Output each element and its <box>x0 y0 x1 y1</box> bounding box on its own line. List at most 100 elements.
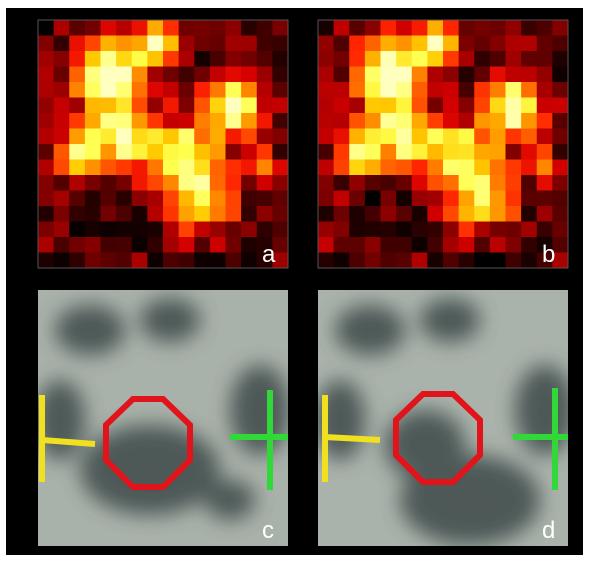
heat-cell <box>54 67 70 83</box>
heat-cell <box>490 191 506 207</box>
heat-cell <box>257 144 273 160</box>
heat-cell <box>116 20 132 36</box>
heat-cell <box>69 175 85 191</box>
heat-cell <box>427 20 443 36</box>
heatmap-panel <box>38 20 289 269</box>
heat-cell <box>38 175 54 191</box>
heat-cell <box>132 98 148 114</box>
heat-cell <box>241 206 257 222</box>
heat-cell <box>443 67 459 83</box>
heat-cell <box>116 98 132 114</box>
heat-cell <box>506 113 522 129</box>
heat-cell <box>490 253 506 269</box>
heat-cell <box>381 144 397 160</box>
heat-cell <box>85 20 101 36</box>
heat-cell <box>537 113 553 129</box>
heat-cell <box>443 82 459 98</box>
heat-cell <box>381 175 397 191</box>
heat-cell <box>537 36 553 52</box>
heat-cell <box>490 129 506 145</box>
heat-cell <box>365 51 381 67</box>
heat-cell <box>101 129 117 145</box>
heat-cell <box>427 51 443 67</box>
heat-cell <box>412 191 428 207</box>
heat-cell <box>334 129 350 145</box>
heat-cell <box>257 175 273 191</box>
heat-cell <box>179 36 195 52</box>
heat-cell <box>226 144 242 160</box>
heat-cell <box>412 129 428 145</box>
heat-cell <box>365 144 381 160</box>
heat-cell <box>101 51 117 67</box>
heat-cell <box>241 36 257 52</box>
heat-cell <box>194 20 210 36</box>
heat-cell <box>210 36 226 52</box>
heat-cell <box>69 253 85 269</box>
heat-cell <box>101 20 117 36</box>
heat-cell <box>38 253 54 269</box>
heat-cell <box>54 82 70 98</box>
heat-cell <box>459 51 475 67</box>
heat-cell <box>506 129 522 145</box>
heat-cell <box>241 98 257 114</box>
heat-cell <box>179 237 195 253</box>
heat-cell <box>132 160 148 176</box>
heat-cell <box>334 67 350 83</box>
heat-cell <box>412 98 428 114</box>
heat-cell <box>349 237 365 253</box>
heat-cell <box>334 222 350 238</box>
heat-cell <box>69 160 85 176</box>
heat-cell <box>490 144 506 160</box>
heat-cell <box>318 222 334 238</box>
heat-cell <box>226 67 242 83</box>
heat-cell <box>210 191 226 207</box>
heat-cell <box>427 67 443 83</box>
heat-cell <box>69 222 85 238</box>
heat-cell <box>241 113 257 129</box>
heat-cell <box>474 113 490 129</box>
heat-cell <box>272 129 288 145</box>
page: a b c d (() => { const data = JSON.parse… <box>0 0 589 561</box>
heat-cell <box>318 206 334 222</box>
heat-cell <box>132 144 148 160</box>
heat-cell <box>506 20 522 36</box>
heat-cell <box>163 82 179 98</box>
heat-cell <box>365 36 381 52</box>
heat-cell <box>257 222 273 238</box>
heat-cell <box>226 237 242 253</box>
heat-cell <box>365 129 381 145</box>
heat-cell <box>318 237 334 253</box>
heat-cell <box>85 191 101 207</box>
heat-cell <box>552 20 568 36</box>
heat-cell <box>381 51 397 67</box>
heat-cell <box>443 144 459 160</box>
heat-cell <box>443 222 459 238</box>
heat-cell <box>521 82 537 98</box>
heat-cell <box>85 175 101 191</box>
heat-cell <box>241 175 257 191</box>
heat-cell <box>506 36 522 52</box>
heat-cell <box>194 222 210 238</box>
heat-cell <box>412 175 428 191</box>
panel-label: c <box>262 517 274 544</box>
heat-cell <box>396 113 412 129</box>
heat-cell <box>412 144 428 160</box>
heat-cell <box>147 253 163 269</box>
heat-cell <box>101 36 117 52</box>
heat-cell <box>179 160 195 176</box>
heat-cell <box>38 20 54 36</box>
heat-cell <box>427 144 443 160</box>
heat-cell <box>163 113 179 129</box>
heat-cell <box>427 36 443 52</box>
heat-cell <box>490 222 506 238</box>
heat-cell <box>459 222 475 238</box>
heat-cell <box>147 237 163 253</box>
heat-cell <box>396 51 412 67</box>
heat-cell <box>272 175 288 191</box>
heat-cell <box>85 222 101 238</box>
heat-cell <box>365 253 381 269</box>
heat-cell <box>257 113 273 129</box>
photo-panel <box>315 290 575 546</box>
heat-cell <box>427 98 443 114</box>
heat-cell <box>163 175 179 191</box>
